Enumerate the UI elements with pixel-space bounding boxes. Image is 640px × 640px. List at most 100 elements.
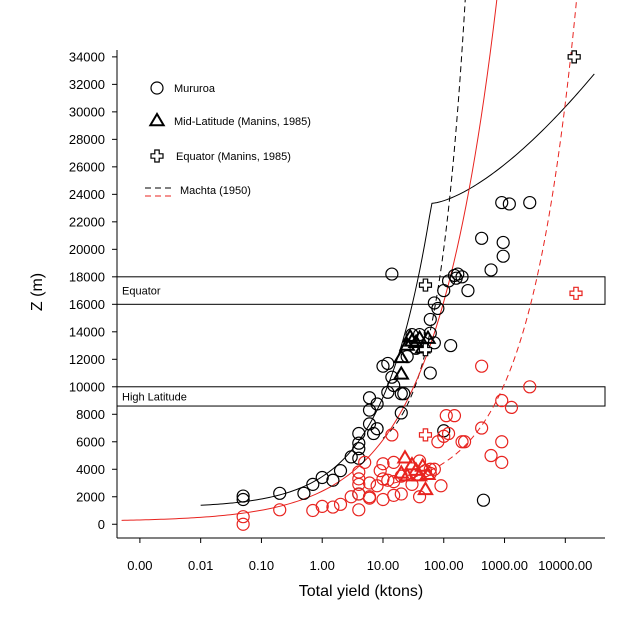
x-axis-title: Total yield (ktons)	[299, 583, 424, 600]
data-point-black-circle	[385, 267, 399, 281]
data-point-black-circle	[423, 366, 437, 380]
x-tick-label: 1.00	[310, 558, 335, 573]
x-tick-label: 10000.00	[538, 558, 592, 573]
data-point-red-cross	[569, 286, 583, 300]
data-point-red-circle	[447, 409, 462, 423]
data-point-red-circle	[495, 393, 509, 408]
data-point-black-circle	[455, 270, 469, 284]
data-point-red-circle	[394, 487, 408, 501]
data-point-black-circle	[273, 486, 287, 500]
data-point-black-triangle	[411, 329, 428, 344]
data-point-black-circle	[326, 473, 340, 487]
data-point-black-circle	[297, 486, 311, 500]
curve-red-solid	[121, 0, 498, 521]
data-point-black-circle	[484, 263, 498, 277]
y-tick-label: 8000	[76, 407, 105, 422]
data-point-red-circle	[457, 435, 472, 449]
data-point-red-circle	[362, 476, 377, 490]
data-point-red-triangle	[419, 465, 437, 480]
legend-label: Equator (Manins, 1985)	[176, 151, 291, 163]
y-tick-label: 26000	[69, 159, 105, 174]
data-point-black-circle	[381, 356, 395, 371]
curve-black-solid	[200, 73, 595, 506]
data-point-black-circle	[370, 422, 384, 436]
data-point-black-circle	[366, 426, 381, 441]
data-point-black-circle	[362, 391, 377, 405]
data-point-black-circle	[431, 301, 445, 316]
data-point-red-circle	[455, 435, 469, 449]
legend-marker-circle	[150, 81, 164, 95]
data-point-black-triangle	[419, 329, 437, 344]
data-point-black-circle	[385, 370, 399, 384]
fit-curves	[121, 0, 595, 521]
data-point-red-triangle	[396, 449, 414, 464]
data-point-black-circle	[394, 406, 408, 420]
data-point-red-circle	[273, 503, 287, 517]
data-point-red-circle	[385, 428, 399, 442]
y-tick-label: 2000	[76, 489, 105, 504]
y-tick-label: 4000	[76, 462, 105, 477]
data-point-black-circle	[496, 249, 510, 263]
data-point-black-circle	[315, 470, 329, 485]
legend-marker-triangle	[148, 112, 166, 127]
x-tick-label: 0.00	[127, 558, 152, 573]
data-point-black-circle	[306, 477, 320, 491]
data-point-red-triangle	[417, 480, 434, 496]
curve-black-dashed	[382, 0, 466, 439]
x-tick-label: 1000.00	[481, 558, 528, 573]
x-tick-label: 0.10	[249, 558, 274, 573]
band-1	[116, 386, 606, 407]
data-point-red-circle	[441, 426, 456, 441]
data-point-red-circle	[315, 499, 329, 513]
x-tick-label: 0.01	[188, 558, 213, 573]
y-tick-label: 34000	[69, 49, 105, 64]
data-point-black-circle	[352, 436, 366, 450]
data-point-red-circle	[387, 488, 401, 502]
data-point-black-circle	[352, 426, 366, 441]
y-tick-label: 28000	[69, 132, 105, 147]
legend-label: Machta (1950)	[180, 185, 251, 197]
data-point-red-circle	[504, 400, 519, 415]
data-point-black-circle	[370, 397, 384, 411]
data-point-black-circle	[461, 283, 475, 298]
data-point-red-circle	[484, 448, 498, 463]
y-axis-title: Z (m)	[29, 273, 46, 311]
data-point-red-circle	[495, 435, 509, 449]
y-tick-label: 6000	[76, 434, 105, 449]
data-point-red-circle	[439, 409, 453, 423]
data-point-red-circle	[333, 497, 348, 511]
data-point-black-circle	[236, 492, 250, 507]
data-point-black-circle	[236, 489, 250, 503]
data-point-red-circle	[373, 464, 387, 478]
data-point-black-circle	[523, 195, 537, 210]
data-point-black-circle	[495, 195, 509, 210]
data-point-red-circle	[475, 359, 489, 373]
data-point-red-circle	[423, 462, 437, 476]
axis-ticks: 0.00 0.01 0.10 1.00 10.00 100.00 1000.00 10000.…	[69, 49, 593, 573]
y-tick-label: 12000	[69, 352, 105, 367]
data-point-red-circle	[362, 490, 377, 504]
y-tick-label: 32000	[69, 77, 105, 92]
data-point-black-circle	[475, 231, 489, 245]
y-tick-label: 10000	[69, 379, 105, 394]
y-tick-label: 14000	[69, 324, 105, 339]
data-point-black-circle	[451, 267, 465, 281]
data-point-red-circle	[434, 479, 448, 493]
data-point-black-cross	[418, 278, 433, 292]
x-tick-label: 100.00	[424, 558, 464, 573]
data-point-red-circle	[475, 421, 489, 435]
data-point-black-cross	[567, 50, 581, 64]
data-point-red-circle	[523, 380, 537, 394]
legend-label: Mururoa	[174, 83, 216, 95]
curve-red-dashed	[382, 0, 578, 486]
data-point-black-circle	[423, 312, 437, 327]
data-point-red-circle	[306, 503, 320, 518]
data-point-black-circle	[344, 450, 358, 464]
data-markers	[236, 50, 583, 531]
data-point-black-circle	[476, 493, 491, 507]
axes	[116, 50, 605, 539]
data-point-red-circle	[352, 465, 366, 479]
data-point-black-circle	[333, 464, 348, 478]
data-point-black-circle	[444, 338, 458, 353]
